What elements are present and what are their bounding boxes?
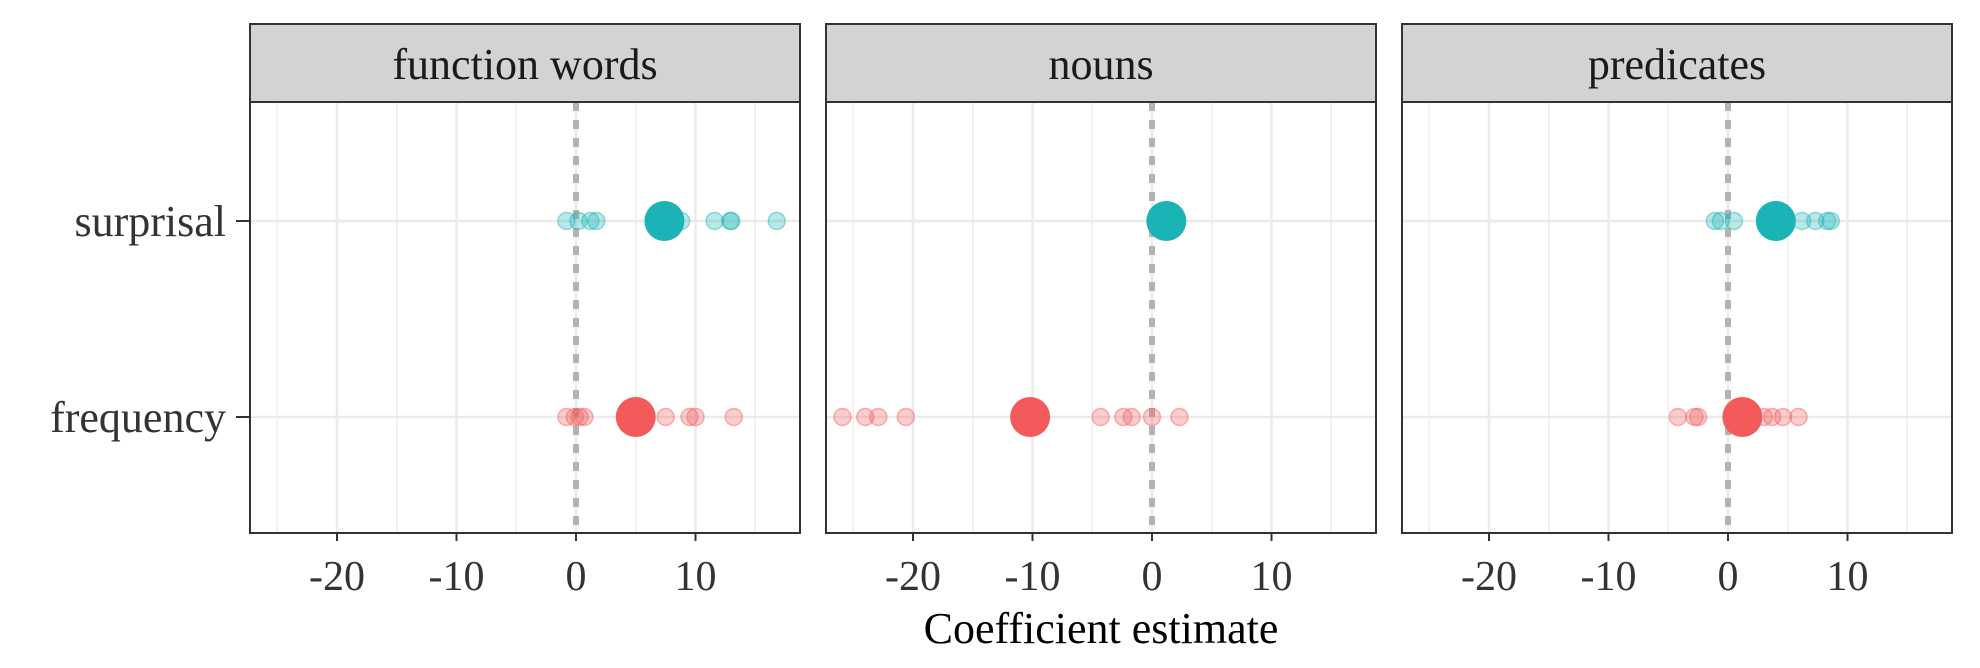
frequency-estimate-point <box>1722 397 1763 437</box>
frequency-estimate-point <box>1010 397 1051 437</box>
frequency-sample-point <box>1114 407 1133 427</box>
surprisal-sample-point <box>1705 211 1725 231</box>
frequency-sample-point <box>1688 407 1708 427</box>
frequency-sample-point <box>896 407 916 427</box>
facet-panel: function words -20 -10 0 10 <box>249 23 801 600</box>
surprisal-estimate-point <box>1755 201 1796 241</box>
frequency-sample-point <box>686 407 705 427</box>
frequency-sample-point <box>1789 407 1808 427</box>
frequency-sample-point <box>833 407 852 427</box>
frequency-sample-point <box>855 407 875 427</box>
surprisal-sample-point <box>557 211 576 231</box>
frequency-sample-point <box>656 407 675 427</box>
x-axis-title: Coefficient estimate <box>924 604 1279 653</box>
surprisal-sample-point <box>581 211 600 231</box>
frequency-sample-point <box>557 407 576 427</box>
x-tick-label: -20 <box>309 554 365 600</box>
x-tick-label: 10 <box>1251 554 1293 600</box>
frequency-sample-point <box>1773 407 1793 427</box>
frequency-sample-point <box>1685 407 1704 427</box>
y-tick-label-frequency: frequency <box>50 393 226 442</box>
facet-panel: predicates -20 -10 0 10 <box>1401 23 1953 600</box>
surprisal-sample-point <box>705 211 724 231</box>
frequency-estimate-point <box>615 397 656 437</box>
x-tick-label: -20 <box>885 554 941 600</box>
frequency-sample-point <box>565 407 585 427</box>
x-tick-label: 10 <box>675 554 717 600</box>
panel-border <box>249 101 801 534</box>
facet-panel: nouns -20 -10 0 10 <box>825 23 1377 600</box>
plot-area <box>250 102 800 533</box>
surprisal-estimate-point <box>1146 201 1187 241</box>
facet-strip <box>825 23 1377 103</box>
frequency-sample-point <box>724 407 743 427</box>
frequency-sample-point <box>869 407 888 427</box>
x-tick-label: -10 <box>429 554 485 600</box>
surprisal-sample-point <box>569 211 588 231</box>
surprisal-sample-point <box>1724 211 1744 231</box>
frequency-sample-point <box>570 407 589 427</box>
x-tick-label: 0 <box>1142 554 1163 600</box>
x-tick-label: 0 <box>566 554 587 600</box>
frequency-sample-point <box>1091 407 1110 427</box>
x-tick-label: 10 <box>1827 554 1869 600</box>
facet-strip <box>1401 23 1953 103</box>
plot-area <box>826 102 1376 533</box>
surprisal-sample-point <box>1805 211 1825 231</box>
surprisal-sample-point <box>767 211 787 231</box>
frequency-sample-point <box>1170 407 1189 427</box>
facet-title: function words <box>392 40 657 89</box>
frequency-sample-point <box>575 407 594 427</box>
frequency-sample-point <box>1142 407 1162 427</box>
surprisal-sample-point <box>722 211 741 231</box>
facet-strip <box>249 23 801 103</box>
surprisal-estimate-point <box>644 201 685 241</box>
x-tick-label: 0 <box>1718 554 1739 600</box>
x-tick-label: -10 <box>1005 554 1061 600</box>
frequency-sample-point <box>1668 407 1688 427</box>
panel-border <box>825 101 1377 534</box>
surprisal-sample-point <box>1711 211 1731 231</box>
frequency-sample-point <box>680 407 699 427</box>
x-tick-label: -20 <box>1461 554 1517 600</box>
plot-area <box>1402 102 1952 533</box>
frequency-sample-point <box>1122 407 1141 427</box>
facet-title: predicates <box>1588 40 1766 89</box>
y-tick-label-surprisal: surprisal <box>74 197 226 246</box>
x-tick-label: -10 <box>1581 554 1637 600</box>
surprisal-sample-point <box>720 211 740 231</box>
surprisal-sample-point <box>1817 211 1837 231</box>
frequency-sample-point <box>1762 407 1782 427</box>
facet-title: nouns <box>1048 40 1153 89</box>
surprisal-sample-point <box>587 211 606 231</box>
surprisal-sample-point <box>1821 211 1841 231</box>
panel-border <box>1401 101 1953 534</box>
